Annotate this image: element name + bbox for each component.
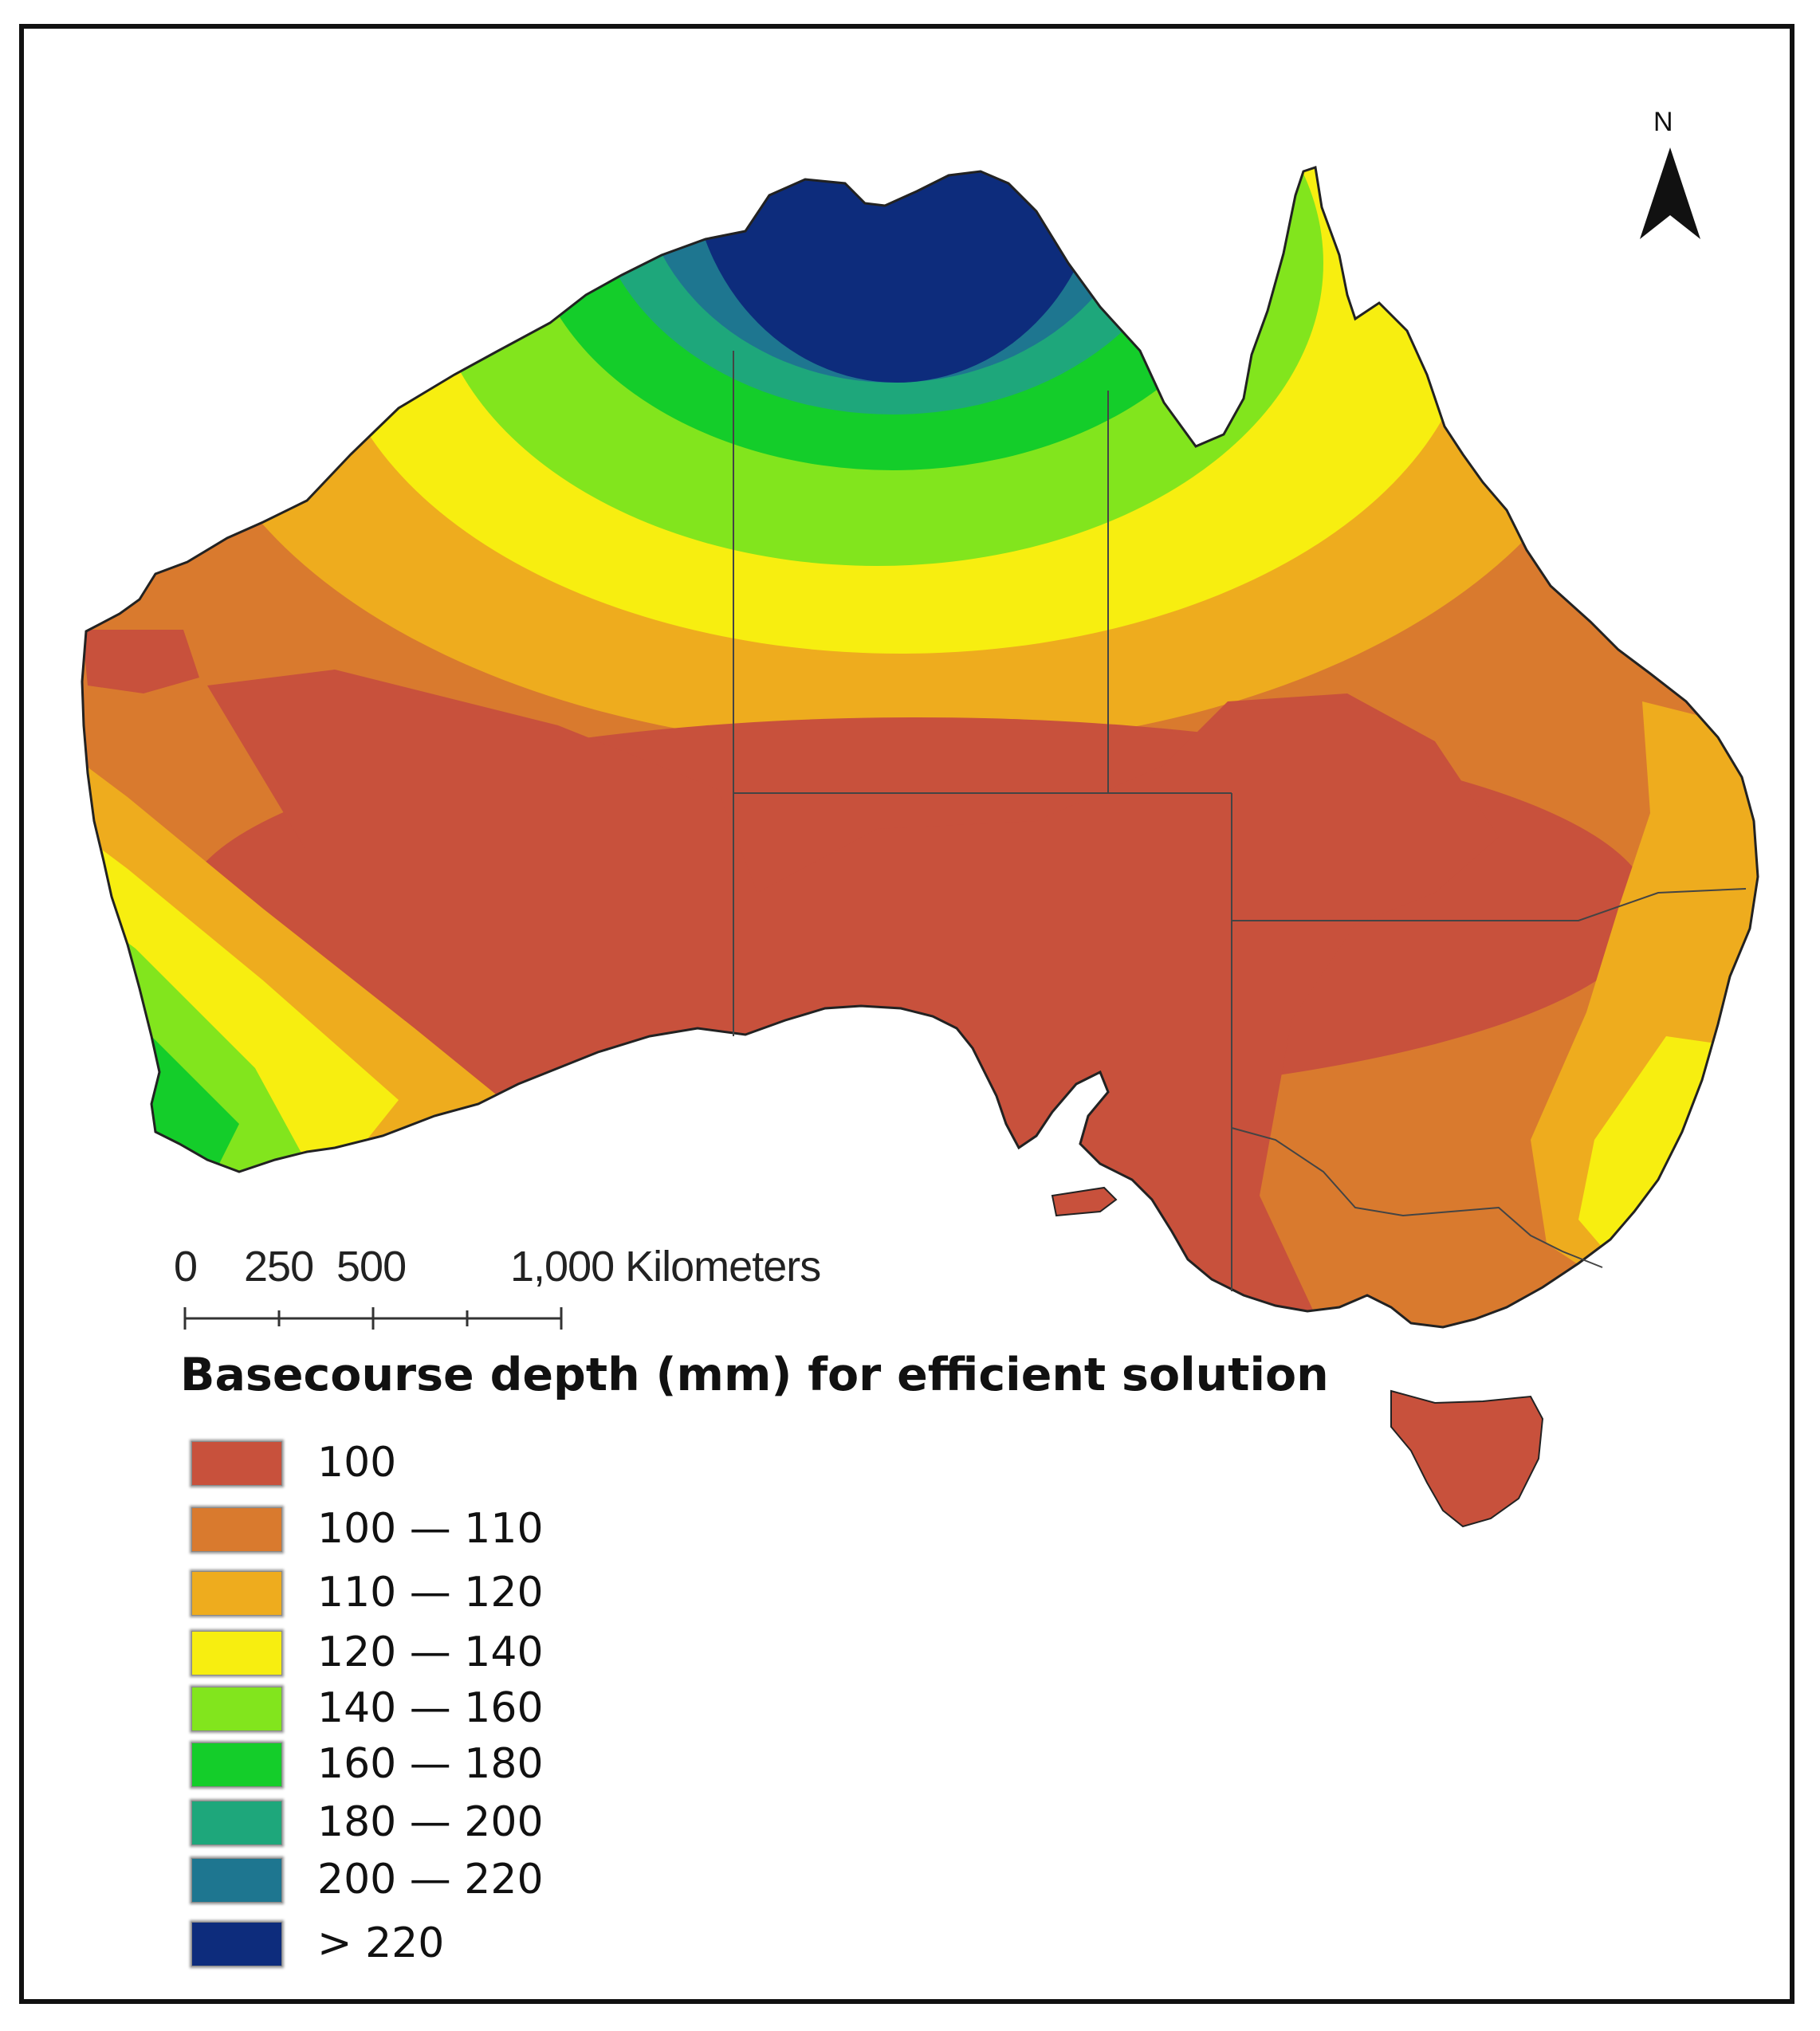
legend-label: 160 — 180 (317, 1740, 544, 1788)
legend-swatch (191, 1631, 282, 1675)
scale-label-0: 0 (174, 1243, 198, 1290)
legend-label: 120 — 140 (317, 1628, 544, 1676)
legend-label: 180 — 200 (317, 1798, 544, 1846)
legend-label: 200 — 220 (317, 1856, 544, 1903)
legend-label: > 220 (317, 1919, 445, 1967)
legend-swatch (191, 1507, 282, 1552)
legend-label: 140 — 160 (317, 1684, 544, 1732)
north-arrow-icon (1640, 147, 1700, 239)
legend-label: 100 (317, 1439, 397, 1487)
legend-swatch (191, 1858, 282, 1903)
legend-swatch (191, 1922, 282, 1966)
scale-bar (183, 1307, 563, 1330)
state-borders (733, 351, 1747, 1291)
legend-swatch (191, 1742, 282, 1787)
legend-label: 110 — 120 (317, 1569, 544, 1617)
scale-label-500: 500 (336, 1243, 407, 1290)
kangaroo-island (1051, 1186, 1118, 1217)
north-label: N (1653, 107, 1673, 137)
legend-swatch (191, 1571, 282, 1616)
tasmania (1390, 1389, 1544, 1528)
legend-swatch (191, 1687, 282, 1731)
scale-label-1000: 1,000 Kilometers (510, 1243, 821, 1290)
scale-label-250: 250 (244, 1243, 314, 1290)
legend-title: Basecourse depth (mm) for efficient solu… (180, 1349, 1329, 1401)
coastline (81, 166, 1759, 1329)
legend-swatch (191, 1801, 282, 1845)
legend-swatch (191, 1441, 282, 1486)
legend-label: 100 — 110 (317, 1505, 544, 1553)
